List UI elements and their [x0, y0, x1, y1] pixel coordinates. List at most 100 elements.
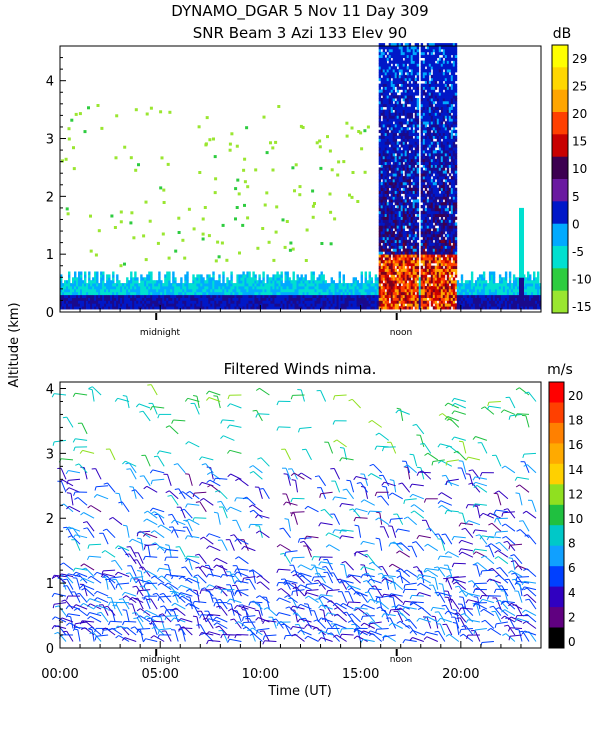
snr-cell [382, 74, 386, 79]
snr-cell [84, 277, 87, 281]
snr-cell [300, 286, 303, 290]
snr-cell [432, 89, 436, 93]
snr-cell [420, 74, 424, 79]
snr-cell [424, 63, 428, 67]
snr-cell [270, 288, 273, 293]
snr-cell [422, 245, 426, 249]
snr-cell [452, 63, 456, 67]
snr-cell [408, 231, 412, 235]
snr-cell [212, 297, 215, 301]
snr-cell [312, 280, 315, 284]
snr-cell [430, 161, 434, 165]
snr-cell [68, 297, 71, 301]
snr-cell [154, 297, 157, 301]
snr-cell [178, 288, 181, 293]
snr-cell [428, 176, 432, 180]
snr-cell [276, 300, 279, 304]
snr-cell [396, 48, 400, 53]
snr-cell [174, 291, 177, 296]
snr-cell [386, 63, 390, 67]
snr-cell [342, 277, 345, 281]
snr-cell [412, 72, 416, 76]
snr-cell [398, 262, 402, 267]
snr-cell [76, 294, 79, 298]
snr-cell [446, 251, 450, 255]
snr-cell [380, 129, 384, 134]
snr-cell [430, 187, 434, 191]
snr-cell [146, 280, 149, 284]
snr-cell [298, 277, 301, 281]
snr-cell [420, 138, 424, 142]
snr-cell [454, 222, 458, 226]
snr-cell [186, 274, 189, 278]
snr-cell [378, 184, 382, 189]
snr-cell [276, 294, 279, 298]
snr-cell [244, 294, 247, 298]
snr-cell [392, 216, 396, 220]
snr-cell [380, 306, 384, 310]
snr-cell [428, 115, 432, 119]
snr-cell [452, 239, 456, 243]
snr-cell [182, 300, 185, 304]
snr-cell [202, 283, 205, 287]
snr-cell [320, 277, 323, 281]
snr-cell [396, 69, 400, 73]
snr-cell [212, 271, 215, 275]
snr-cell [450, 207, 454, 212]
snr-cell [146, 277, 149, 281]
snr-cell [326, 291, 329, 296]
snr-cell [424, 219, 428, 223]
snr-cell [406, 288, 410, 293]
snr-cell [436, 100, 440, 105]
snr-cell [382, 306, 386, 310]
snr-cell [198, 291, 201, 296]
snr-cell [310, 274, 313, 278]
snr-cell [356, 286, 359, 290]
snr-cell [344, 283, 347, 287]
snr-cell [436, 288, 440, 293]
snr-cell [424, 242, 428, 246]
snr-cell [442, 303, 446, 307]
snr-cell [68, 271, 71, 275]
snr-cell [414, 141, 418, 145]
snr-cell [432, 60, 436, 64]
snr-cell [286, 306, 289, 310]
snr-cell [442, 103, 446, 108]
snr-cell [388, 306, 392, 310]
snr-cell [440, 233, 444, 238]
snr-cell [408, 297, 412, 301]
snr-cell [326, 297, 329, 301]
snr-cell [308, 288, 311, 293]
snr-cell [408, 271, 412, 275]
snr-cell [438, 262, 442, 267]
snr-cell [224, 303, 227, 307]
snr-cell [404, 89, 408, 93]
snr-cell [382, 286, 386, 290]
snr-cell [392, 257, 396, 261]
snr-cell [80, 286, 83, 290]
snr-cell [390, 291, 394, 296]
snr-cell [422, 262, 426, 267]
snr-cell [148, 300, 151, 304]
snr-cell [310, 291, 313, 296]
snr-cell [442, 86, 446, 90]
snr-cell [442, 77, 446, 82]
snr-cell [148, 291, 151, 296]
snr-cell [416, 176, 420, 180]
snr-cell [172, 271, 175, 275]
snr-cell [384, 239, 388, 243]
snr-cell [414, 196, 418, 200]
snr-cell [334, 303, 337, 307]
snr-cell [346, 294, 349, 298]
snr-cell [400, 161, 404, 165]
snr-cell [410, 46, 414, 50]
snr-cell [416, 161, 420, 165]
snr-cell [246, 306, 249, 310]
snr-cell [438, 158, 442, 163]
snr-cell [420, 129, 424, 134]
snr-cell [380, 187, 384, 191]
snr-cell [220, 297, 223, 301]
snr-cell [280, 283, 283, 287]
snr-cell [430, 277, 434, 281]
snr-cell [190, 297, 193, 301]
